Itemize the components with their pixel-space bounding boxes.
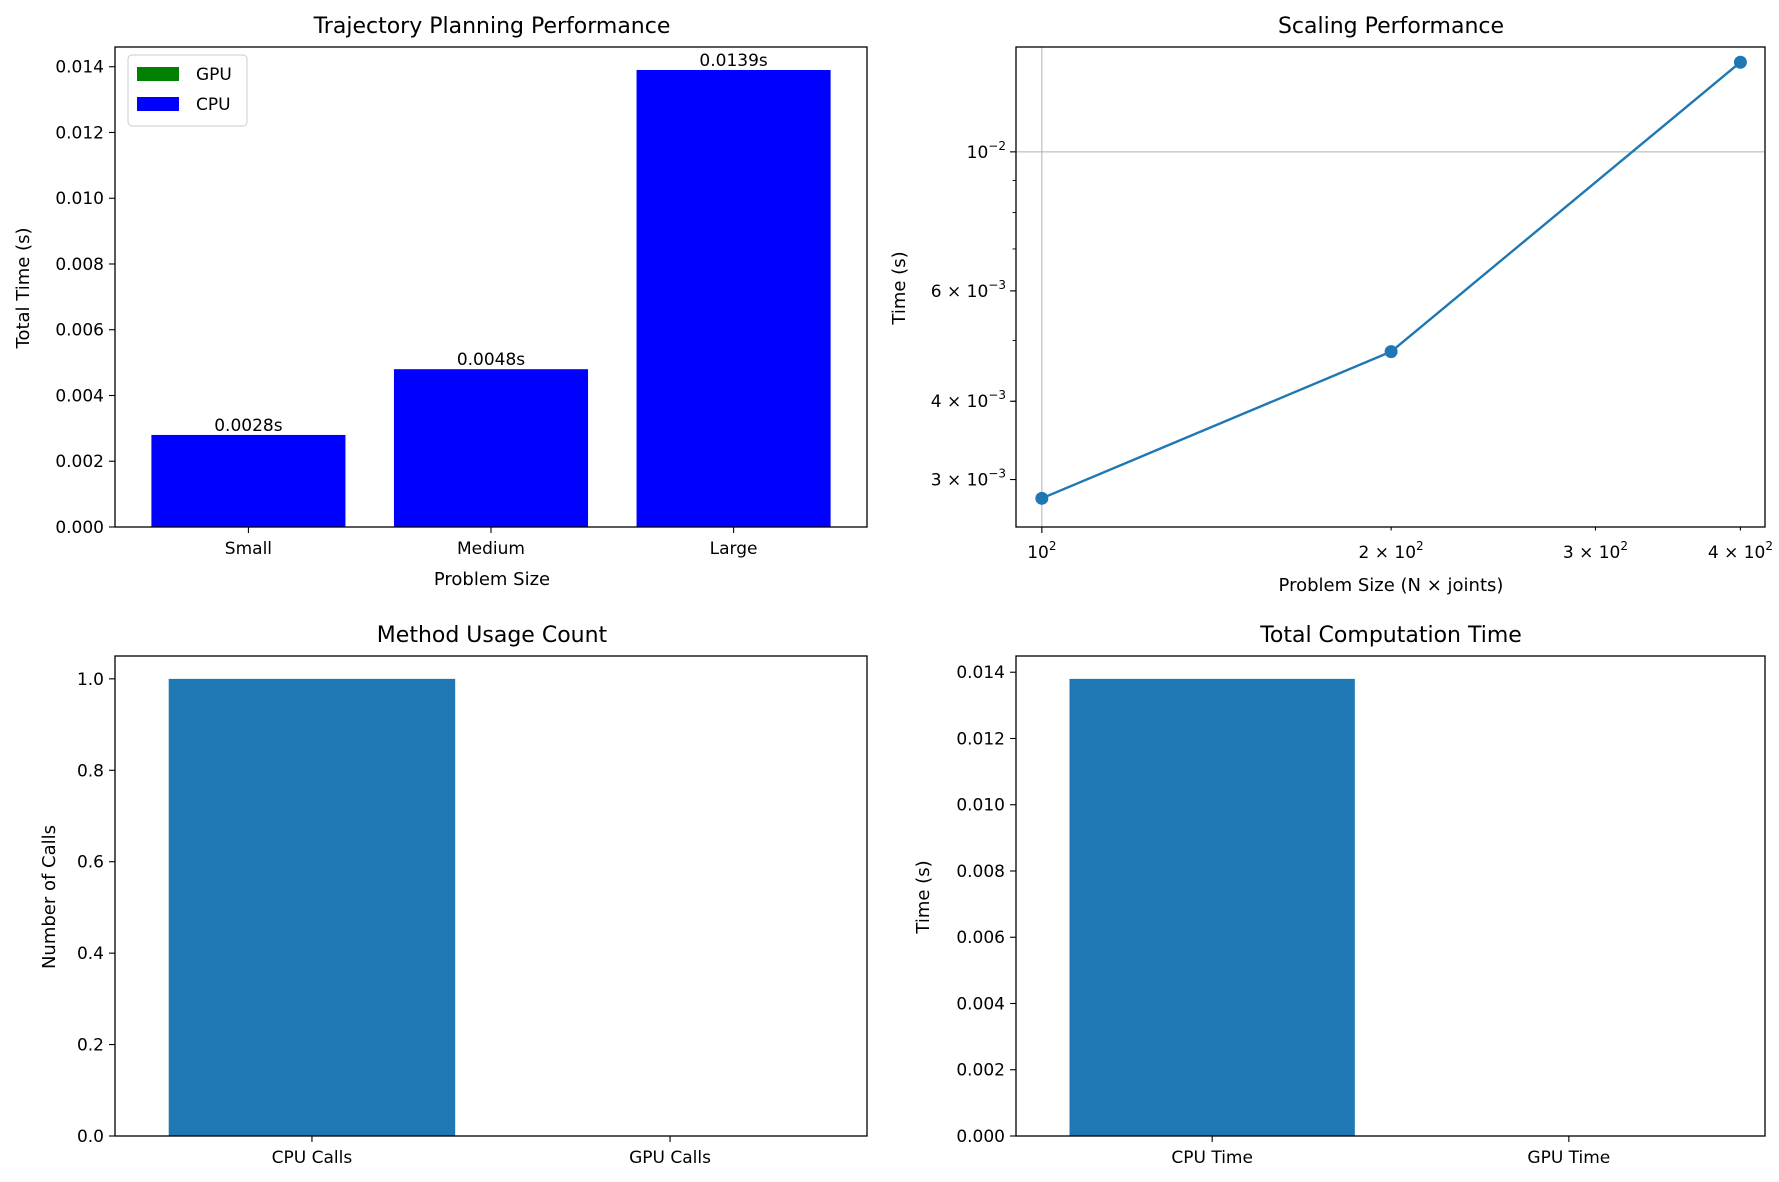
y-tick-label: 0.008 — [55, 255, 104, 275]
y-tick-label: 0.004 — [956, 994, 1005, 1014]
method-usage-chart: Method Usage Count Number of Calls 0.00.… — [39, 623, 868, 1168]
y-tick-label: 0.006 — [956, 928, 1005, 948]
x-tick-label: 102 — [1027, 539, 1056, 563]
y-tick-label: 0.014 — [956, 663, 1005, 683]
y-tick-label: 0.006 — [55, 321, 104, 341]
legend-label-gpu: GPU — [196, 65, 232, 85]
data-label: 0.0028s — [214, 416, 282, 436]
y-tick-label: 0.012 — [55, 123, 104, 143]
chart-title: Total Computation Time — [1259, 623, 1522, 648]
legend-swatch-cpu — [137, 97, 179, 111]
y-tick-label: 0.004 — [55, 386, 104, 406]
y-tick-label: 0.8 — [77, 761, 104, 781]
x-axis-label: Problem Size (N × joints) — [1279, 575, 1504, 596]
data-label: 0.0139s — [699, 51, 767, 71]
plot-area: 0.000 0.002 0.004 0.006 0.008 0.010 0.012 0.014… — [55, 51, 831, 559]
y-tick-label: 0.4 — [77, 944, 104, 964]
x-tick-label: Large — [710, 539, 758, 559]
data-point — [1035, 491, 1049, 505]
plot-area: 3 × 10−3 4 × 10−3 6 × 10−3 10−2 102 2 × 102 3 … — [931, 47, 1773, 563]
axes-frame — [114, 46, 868, 528]
legend-label-cpu: CPU — [196, 95, 231, 115]
y-tick-label: 0.000 — [956, 1127, 1005, 1147]
y-tick-label: 0.2 — [77, 1036, 104, 1056]
y-tick-label: 3 × 10−3 — [931, 467, 1006, 491]
y-tick-label: 6 × 10−3 — [931, 278, 1006, 302]
scaling-performance-chart: Scaling Performance Time (s) Problem Siz… — [889, 14, 1773, 596]
x-tick-label: 2 × 102 — [1359, 539, 1424, 563]
y-tick-label: 0.008 — [956, 862, 1005, 882]
axes-frame — [114, 655, 868, 1137]
y-axis-label: Total Time (s) — [13, 228, 34, 350]
x-tick-label: 4 × 102 — [1708, 539, 1773, 563]
y-axis-label: Time (s) — [913, 860, 934, 934]
x-tick-label: Small — [225, 539, 272, 559]
trajectory-performance-chart: Trajectory Planning Performance Total Ti… — [13, 14, 868, 590]
y-tick-label: 1.0 — [77, 670, 104, 690]
x-tick-label: GPU Calls — [629, 1148, 711, 1168]
y-axis-label: Time (s) — [889, 251, 910, 325]
bar-cpu-calls — [168, 678, 456, 1136]
legend: GPU CPU — [127, 54, 248, 127]
y-tick-label: 0.010 — [956, 796, 1005, 816]
chart-title: Trajectory Planning Performance — [313, 14, 671, 39]
bar-cpu-medium — [393, 369, 589, 527]
y-axis-label: Number of Calls — [39, 825, 60, 969]
y-tick-label: 0.000 — [55, 518, 104, 538]
data-point — [1384, 345, 1398, 359]
plot-area: 0.0 0.2 0.4 0.6 0.8 1.0 CPU Calls GPU Calls — [77, 670, 711, 1168]
y-tick-label: 0.012 — [956, 729, 1005, 749]
y-tick-label: 0.0 — [77, 1127, 104, 1147]
plot-area: 0.000 0.002 0.004 0.006 0.008 0.010 0.012 0.014… — [956, 663, 1610, 1168]
bar-cpu-large — [636, 70, 831, 527]
x-axis-label: Problem Size — [434, 569, 550, 590]
x-tick-label: CPU Time — [1171, 1148, 1253, 1168]
y-tick-label: 10−2 — [967, 139, 1006, 163]
x-tick-label: GPU Time — [1527, 1148, 1610, 1168]
chart-title: Scaling Performance — [1278, 14, 1504, 39]
chart-title: Method Usage Count — [377, 623, 608, 648]
y-tick-label: 0.6 — [77, 853, 104, 873]
x-tick-label: 3 × 102 — [1563, 539, 1628, 563]
x-tick-label: Medium — [457, 539, 525, 559]
x-tick-label: CPU Calls — [272, 1148, 353, 1168]
y-tick-label: 0.010 — [55, 189, 104, 209]
bar-cpu-small — [151, 434, 346, 527]
axes-frame — [1015, 655, 1766, 1137]
y-tick-label: 0.002 — [55, 452, 104, 472]
y-tick-label: 4 × 10−3 — [931, 388, 1006, 412]
axes-frame — [1015, 46, 1766, 528]
y-tick-label: 0.002 — [956, 1061, 1005, 1081]
y-tick-label: 0.014 — [55, 58, 104, 78]
data-point — [1733, 55, 1747, 69]
bar-cpu-time — [1069, 678, 1355, 1136]
computation-time-chart: Total Computation Time Time (s) 0.0000.0… — [913, 623, 1766, 1168]
legend-swatch-gpu — [137, 67, 179, 81]
data-label: 0.0048s — [457, 350, 525, 370]
